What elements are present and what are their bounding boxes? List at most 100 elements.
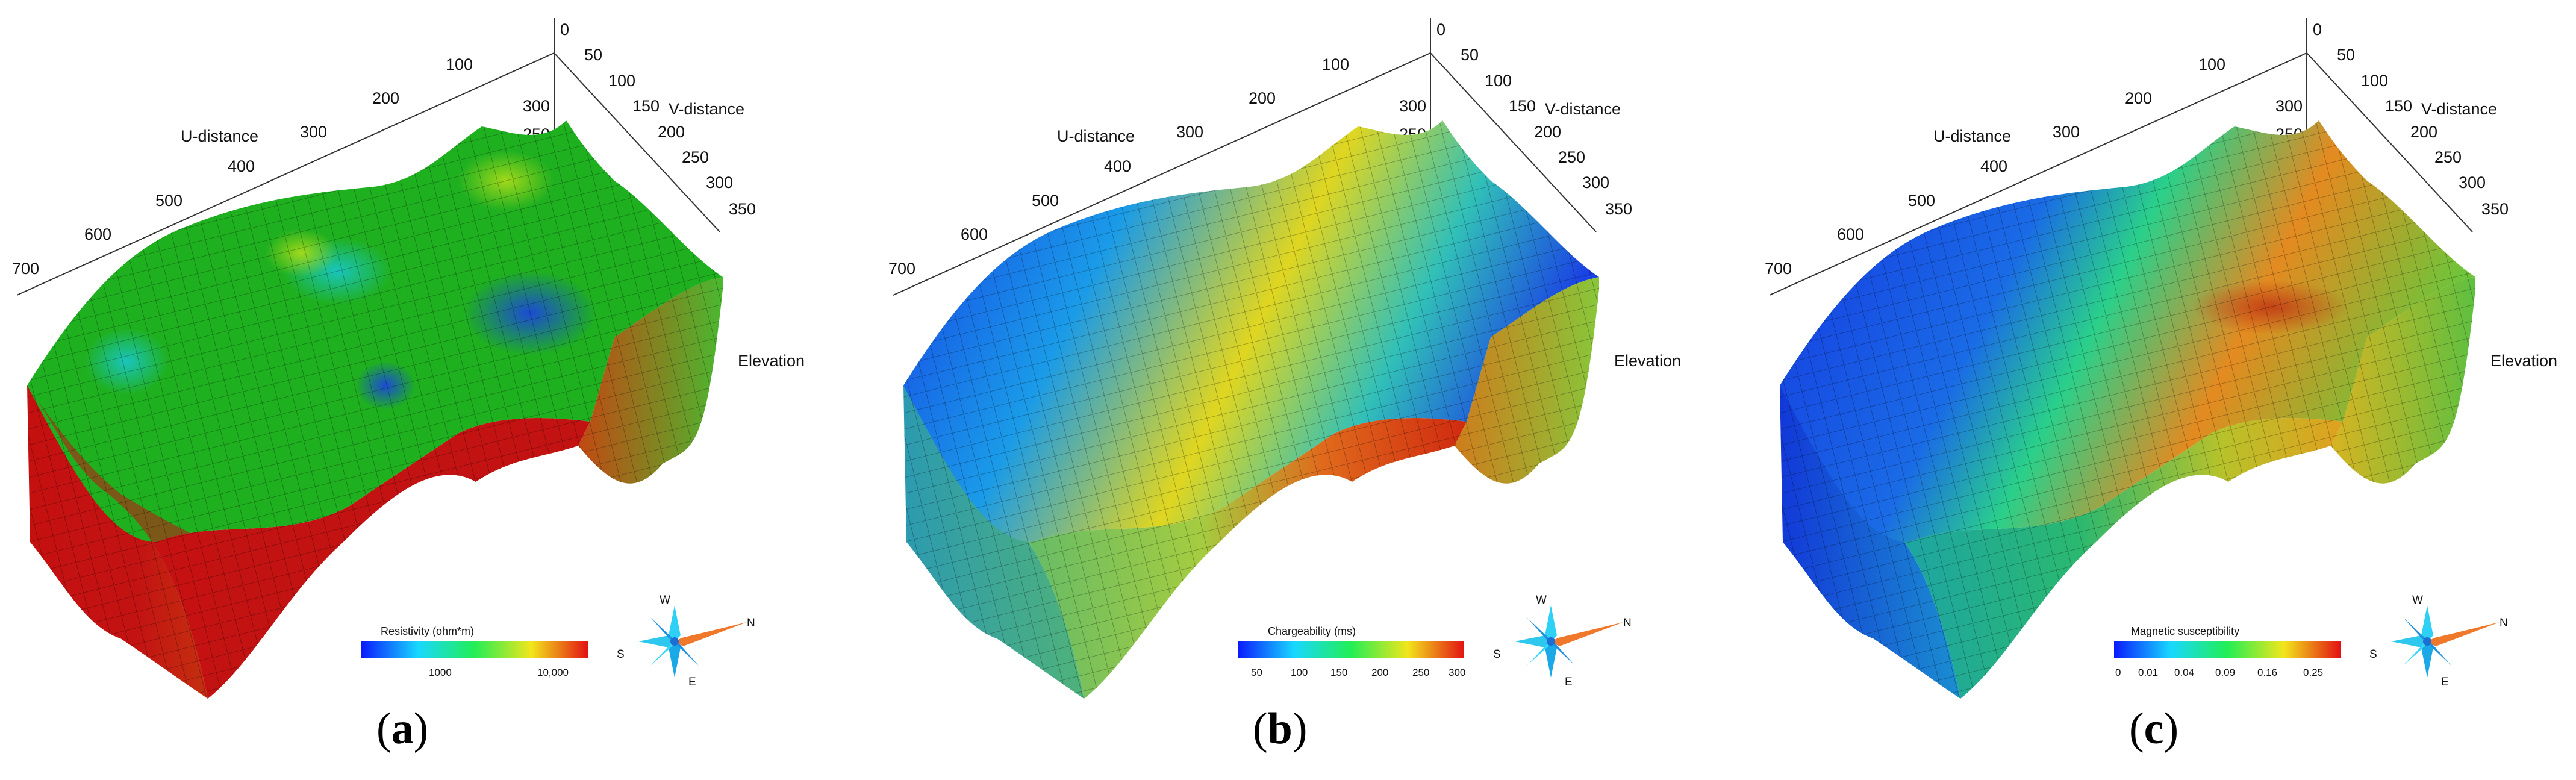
svg-text:600: 600 [84, 225, 111, 243]
svg-text:50: 50 [1461, 46, 1479, 64]
svg-text:200: 200 [2410, 123, 2437, 141]
svg-text:150: 150 [632, 97, 660, 115]
svg-text:300: 300 [706, 173, 733, 192]
svg-text:700: 700 [12, 260, 39, 278]
svg-text:150: 150 [1330, 667, 1347, 678]
svg-text:150: 150 [1509, 97, 1536, 115]
u-axis-title: U-distance [1933, 127, 2011, 145]
svg-text:N: N [1623, 617, 1632, 629]
axis-lines [16, 18, 720, 296]
model-figure: 0 100 200 300 400 500 600 700 U-distance… [12, 18, 805, 699]
svg-text:200: 200 [1249, 89, 1276, 107]
svg-text:N: N [2500, 617, 2508, 629]
svg-text:200: 200 [1534, 123, 1561, 141]
svg-text:350: 350 [2481, 200, 2509, 218]
svg-text:350: 350 [1605, 200, 1632, 218]
colorbar: Magnetic susceptibility 0 0.01 0.04 0.09… [2114, 625, 2341, 678]
u-axis-ticks: 0 100 200 300 400 500 600 700 [888, 20, 1445, 278]
u-axis-title: U-distance [1057, 127, 1135, 145]
svg-text:200: 200 [1371, 667, 1388, 678]
svg-text:500: 500 [1908, 192, 1935, 210]
svg-text:100: 100 [446, 55, 473, 73]
svg-text:100: 100 [2198, 55, 2225, 73]
svg-text:0.25: 0.25 [2303, 667, 2323, 678]
compass-rose-icon [1515, 605, 1623, 678]
svg-text:700: 700 [1765, 260, 1792, 278]
svg-text:700: 700 [888, 260, 915, 278]
svg-text:100: 100 [1322, 55, 1349, 73]
svg-text:S: S [617, 648, 625, 661]
svg-text:W: W [660, 594, 670, 607]
svg-text:350: 350 [729, 200, 756, 218]
svg-text:400: 400 [228, 157, 255, 175]
svg-text:400: 400 [1104, 157, 1131, 175]
svg-text:0: 0 [1436, 20, 1445, 39]
svg-text:E: E [2441, 676, 2449, 688]
svg-text:500: 500 [155, 192, 182, 210]
v-axis-ticks: 50 100 150 200 250 300 350 [1461, 46, 1632, 218]
svg-text:300: 300 [1582, 173, 1609, 192]
u-axis-ticks: 0 100 200 300 400 500 600 700 [1765, 20, 2322, 278]
svg-text:Magnetic susceptibility: Magnetic susceptibility [2131, 625, 2239, 637]
svg-text:1000: 1000 [429, 667, 452, 678]
colorbar-ramp [1238, 641, 1464, 658]
svg-text:S: S [1493, 648, 1501, 661]
svg-text:0: 0 [560, 20, 569, 39]
colorbar: Chargeability (ms) 50 100 150 200 250 30… [1238, 625, 1465, 678]
model-figure: 0 100 200 300 400 500 600 700 U-distance… [888, 18, 1681, 699]
svg-text:300: 300 [2275, 97, 2303, 115]
v-axis-title: V-distance [669, 100, 744, 118]
svg-text:50: 50 [584, 46, 602, 64]
u-axis-title: U-distance [181, 127, 258, 145]
compass-rose-icon [638, 605, 747, 678]
svg-text:E: E [688, 676, 696, 688]
v-axis-title: V-distance [1545, 100, 1621, 118]
svg-text:400: 400 [1980, 157, 2007, 175]
svg-text:200: 200 [372, 89, 399, 107]
svg-text:600: 600 [1837, 225, 1864, 243]
svg-text:300: 300 [2459, 173, 2486, 192]
svg-text:100: 100 [2361, 72, 2388, 90]
svg-text:W: W [1536, 594, 1547, 607]
svg-text:N: N [747, 617, 755, 629]
svg-text:50: 50 [1251, 667, 1262, 678]
svg-text:600: 600 [961, 225, 988, 243]
axis-lines [893, 18, 1597, 296]
colorbar: Resistivity (ohm*m) 1000 10,000 [361, 625, 588, 678]
panel-a: 0 100 200 300 400 500 600 700 U-distance… [0, 0, 858, 780]
svg-text:0.04: 0.04 [2174, 667, 2194, 678]
svg-text:100: 100 [608, 72, 635, 90]
svg-text:0: 0 [2115, 667, 2121, 678]
svg-text:150: 150 [2385, 97, 2412, 115]
axis-lines [1769, 18, 2473, 296]
svg-text:300: 300 [1176, 123, 1203, 141]
svg-text:300: 300 [1449, 667, 1465, 678]
v-axis-ticks: 50 100 150 200 250 300 350 [2337, 46, 2509, 218]
svg-text:Chargeability (ms): Chargeability (ms) [1268, 625, 1356, 637]
colorbar-ramp [2114, 641, 2341, 658]
panel-caption: (a) [376, 704, 429, 753]
compass-rose-icon [2391, 605, 2500, 678]
svg-text:250: 250 [2434, 148, 2462, 166]
svg-text:W: W [2412, 594, 2423, 607]
svg-text:250: 250 [1412, 667, 1429, 678]
v-axis-ticks: 50 100 150 200 250 300 350 [584, 46, 756, 218]
panel-b: 0 100 200 300 400 500 600 700 U-distance… [876, 0, 1735, 780]
colorbar-ramp [361, 641, 588, 658]
svg-text:300: 300 [2053, 123, 2080, 141]
panel-caption: (b) [1253, 704, 1308, 753]
svg-text:50: 50 [2337, 46, 2355, 64]
svg-text:100: 100 [1485, 72, 1512, 90]
svg-text:0.09: 0.09 [2215, 667, 2235, 678]
panel-c: 0 100 200 300 400 500 600 700 U-distance… [1753, 0, 2576, 780]
z-axis-title: Elevation [2490, 352, 2557, 370]
svg-text:250: 250 [682, 148, 709, 166]
svg-text:500: 500 [1032, 192, 1059, 210]
svg-text:E: E [1565, 676, 1573, 688]
svg-text:10,000: 10,000 [537, 667, 569, 678]
svg-text:300: 300 [1399, 97, 1426, 115]
svg-text:200: 200 [658, 123, 685, 141]
svg-text:0.16: 0.16 [2257, 667, 2277, 678]
svg-text:Resistivity (ohm*m): Resistivity (ohm*m) [381, 625, 474, 637]
panel-caption: (c) [2129, 704, 2179, 753]
